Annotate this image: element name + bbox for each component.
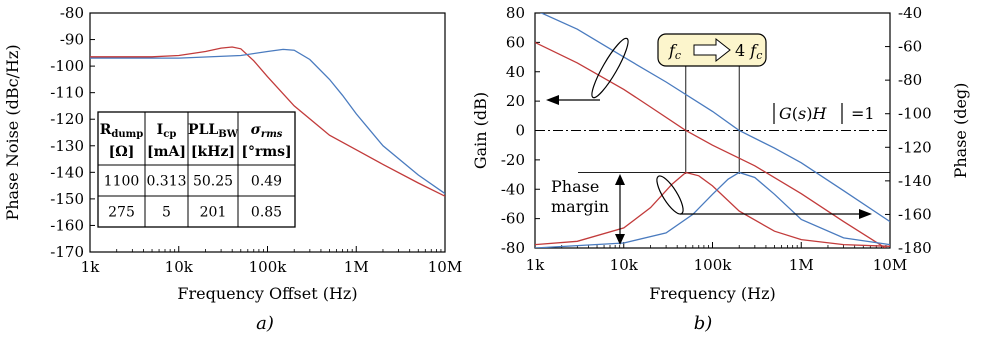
series-line-3: [535, 171, 890, 248]
y-tick-label: -20: [501, 151, 525, 169]
table-header-unit: [kHz]: [191, 144, 235, 160]
table-cell: 1100: [104, 174, 140, 190]
phase-curve-ellipse: [656, 175, 684, 215]
y-right-tick-label: -180: [898, 239, 932, 257]
caption-a: a): [256, 313, 274, 334]
x-axis-label: Frequency (Hz): [649, 284, 776, 303]
y-tick-label: -110: [50, 84, 84, 102]
y-tick-label: -150: [50, 190, 84, 208]
series-line-0: [90, 46, 445, 197]
phase-margin-arrowhead-top: [615, 174, 625, 185]
y-tick-label: -130: [50, 137, 84, 155]
y-tick-label: -60: [501, 210, 525, 228]
y-right-tick-label: -60: [898, 38, 922, 56]
y-right-tick-label: -100: [898, 105, 932, 123]
fc4-label: 4 fc: [735, 41, 762, 62]
y-tick-label: 0: [515, 122, 525, 140]
table-header-unit: [mA]: [147, 144, 186, 160]
y-tick-label: -90: [60, 31, 84, 49]
x-tick-label: 10M: [873, 256, 907, 274]
y-tick-label: 80: [506, 4, 525, 22]
chart-a: 1k 10k 100k 1M 10M -80 -90 -100 -110 -120 -130 -140…: [3, 4, 462, 334]
table-header-label: Icp: [157, 122, 177, 140]
x-tick-label: 1M: [789, 256, 814, 274]
table-cell: 5: [162, 205, 171, 221]
x-tick-label: 10M: [428, 258, 462, 276]
series-line-1: [90, 48, 445, 195]
y-tick-label: 60: [506, 33, 525, 51]
fc-box-arrow: [693, 37, 731, 63]
gain-axis-arrowhead: [546, 95, 559, 105]
table-cell: 0.49: [251, 174, 282, 190]
x-tick-label: 1k: [526, 256, 546, 274]
table-cell: 275: [108, 205, 135, 221]
series-line-0: [535, 41, 887, 248]
table-cell: 50.25: [193, 174, 233, 190]
data-table: Rdump [Ω] Icp [mA]PLLBW [kHz] σrms [°rms] 1100 0…: [97, 111, 296, 228]
phase-axis-arrowhead: [859, 209, 872, 219]
table-header-label: PLLBW: [188, 122, 239, 140]
y-tick-label: -100: [50, 57, 84, 75]
chart-b: 1k 10k 100k 1M 10M 80 60 40 20 0 -20 -40 -60 -80 -40 -6…: [471, 4, 970, 334]
x-tick-label: 1M: [344, 258, 369, 276]
x-tick-label: 1k: [81, 258, 101, 276]
table-cell: 201: [200, 205, 227, 221]
table-header-unit: [Ω]: [109, 144, 135, 160]
y-right-axis-label: Phase (deg): [951, 83, 970, 179]
y-tick-label: -140: [50, 163, 84, 181]
x-tick-label: 100k: [249, 258, 288, 276]
series-line-1: [539, 13, 890, 223]
y-right-tick-label: -120: [898, 138, 932, 156]
y-tick-label: -170: [50, 243, 84, 261]
series-line-2: [535, 171, 890, 247]
series-group: [90, 46, 445, 197]
y-right-tick-label: -40: [898, 4, 922, 22]
x-tick-label: 10k: [165, 258, 194, 276]
phase-margin-label: margin: [551, 197, 609, 216]
y-right-tick-label: -80: [898, 71, 922, 89]
phase-margin-label: Phase: [551, 177, 599, 196]
table-header-unit: [°rms]: [241, 144, 291, 160]
x-tick-label: 10k: [610, 256, 639, 274]
y-tick-label: -160: [50, 216, 84, 234]
gain-curve-ellipse: [591, 37, 629, 99]
y-tick-label: 40: [506, 63, 525, 81]
y-axis-label: Phase Noise (dBc/Hz): [3, 44, 22, 220]
x-axis-label: Frequency Offset (Hz): [177, 284, 357, 303]
unity-label: =1: [851, 104, 875, 123]
y-tick-label: -80: [501, 239, 525, 257]
series-group: [535, 13, 890, 248]
y-right-tick-label: -140: [898, 172, 932, 190]
x-tick-label: 100k: [694, 256, 733, 274]
y-right-tick-label: -160: [898, 205, 932, 223]
y-tick-label: -80: [60, 4, 84, 22]
table-frame: [97, 111, 296, 228]
y-tick-label: 20: [506, 92, 525, 110]
table-header-label: Rdump: [100, 122, 143, 140]
phase-margin-arrowhead-bottom: [615, 234, 625, 245]
loop-gain-label: G(s)H: [779, 104, 828, 123]
caption-b: b): [694, 313, 713, 334]
y-axis-label: Gain (dB): [471, 92, 490, 169]
y-tick-label: -120: [50, 110, 84, 128]
y-tick-label: -40: [501, 180, 525, 198]
table-cell: 0.313: [146, 174, 186, 190]
table-header-label: σrms: [251, 122, 283, 140]
table-cell: 0.85: [251, 205, 282, 221]
